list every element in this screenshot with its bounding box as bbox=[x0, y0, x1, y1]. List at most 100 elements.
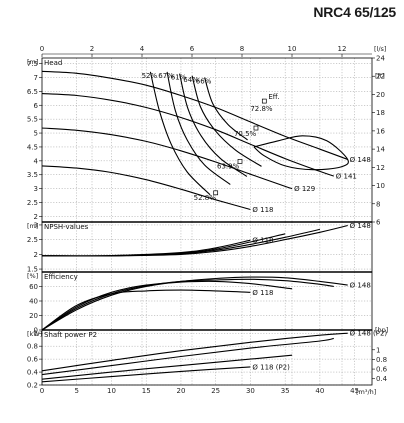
ytick-label: 0.4 bbox=[27, 369, 39, 377]
curve-label: Ø 118 bbox=[252, 237, 273, 245]
bottom-tick-label: 20 bbox=[176, 387, 185, 395]
curve-power-2 bbox=[41, 354, 293, 380]
point-label: 70.5% bbox=[234, 130, 257, 138]
point-label: 63.9% bbox=[217, 162, 240, 170]
ytick-label: 0 bbox=[34, 327, 38, 335]
y2-unit-label: [hp] bbox=[375, 326, 388, 334]
y2tick-label: 0.6 bbox=[376, 366, 388, 374]
curve-efficiency-3 bbox=[41, 289, 251, 331]
eff-line-4 bbox=[204, 77, 248, 141]
ytick-label: 2 bbox=[34, 213, 38, 221]
y-unit-label: [kW] bbox=[27, 330, 42, 338]
top-tick-label: 6 bbox=[190, 45, 195, 53]
ytick-label: 1 bbox=[34, 330, 38, 338]
y2tick-label: 20 bbox=[376, 91, 385, 99]
y2tick-label: 16 bbox=[376, 127, 385, 135]
panel-efficiency: 0 20 40 60 [%] Efficiency Ø 148 Ø 118 bbox=[27, 271, 373, 335]
panel-title-efficiency: Efficiency bbox=[44, 273, 78, 281]
eff-loop bbox=[253, 135, 349, 171]
ytick-label: 40 bbox=[29, 298, 38, 306]
y2tick-label: 0.8 bbox=[376, 356, 387, 364]
curve-efficiency-0 bbox=[41, 276, 348, 331]
ytick-label: 5.5 bbox=[27, 116, 38, 124]
y2tick-label: 0.4 bbox=[376, 375, 388, 383]
eff-line-label: 66% bbox=[196, 77, 212, 85]
point-label: Eff. bbox=[268, 93, 279, 101]
top-tick-label: 12 bbox=[338, 45, 347, 53]
point-label: 52.8% bbox=[194, 194, 217, 202]
y2tick-label: 12 bbox=[376, 164, 385, 172]
ytick-label: 2 bbox=[34, 251, 38, 259]
bottom-axis: 0 5 10 15 20 25 30 35 40 45[m³/h] bbox=[40, 387, 377, 396]
bottom-tick-label: 15 bbox=[142, 387, 151, 395]
curve-efficiency-1 bbox=[41, 278, 334, 331]
bottom-tick-label: 0 bbox=[40, 387, 44, 395]
curve-head-2 bbox=[41, 127, 293, 190]
panel-title-power: Shaft power P2 bbox=[44, 331, 97, 339]
curve-power-3 bbox=[41, 366, 251, 383]
bottom-tick-label: 45 bbox=[350, 387, 359, 395]
eff-line-label: 64% bbox=[183, 76, 199, 84]
curve-label: Ø 148 bbox=[350, 156, 371, 164]
ytick-label: 7 bbox=[34, 74, 38, 82]
ytick-label: 0.8 bbox=[27, 343, 38, 351]
eff-line-label: 52% bbox=[142, 72, 158, 80]
y2tick-label: 18 bbox=[376, 109, 385, 117]
eff-line-label: 67% bbox=[158, 72, 174, 80]
ytick-label: 0.2 bbox=[27, 382, 38, 390]
panel-title-npsh: NPSH-values bbox=[44, 223, 89, 231]
eff-line-label: 61% bbox=[171, 74, 187, 82]
y2tick-label: 10 bbox=[376, 182, 385, 190]
ytick-label: 0.6 bbox=[27, 356, 39, 364]
curve-head-3 bbox=[41, 165, 251, 211]
ytick-label: 3 bbox=[34, 221, 38, 229]
y2tick-label: 1 bbox=[376, 346, 380, 354]
operating-point bbox=[261, 98, 267, 104]
bottom-tick-label: 10 bbox=[107, 387, 116, 395]
point-label: 72.8% bbox=[250, 105, 273, 113]
curve-label: Ø 118 (P2) bbox=[252, 363, 290, 371]
panel-npsh: 1.5 2 2.5 3[m] NPSH-values Ø 148 Ø 118 bbox=[27, 221, 373, 274]
curve-power-1 bbox=[41, 337, 334, 376]
top-tick-label: 2 bbox=[90, 45, 94, 53]
ytick-label: 4.5 bbox=[27, 143, 38, 151]
curve-label: Ø 148 (P2) bbox=[350, 330, 388, 338]
top-tick-label: 8 bbox=[240, 45, 244, 53]
panel-title-head: Head bbox=[44, 59, 62, 67]
bottom-tick-label: 30 bbox=[246, 387, 255, 395]
ytick-label: 2.5 bbox=[27, 236, 38, 244]
bottom-tick-label: 35 bbox=[281, 387, 290, 395]
operating-point bbox=[237, 159, 243, 164]
top-tick-label: 10 bbox=[288, 45, 297, 53]
eff-line-0 bbox=[149, 71, 211, 196]
curve-efficiency-2 bbox=[41, 280, 293, 331]
curve-label: Ø 148 bbox=[350, 222, 371, 230]
curve-head-1 bbox=[41, 93, 334, 177]
eff-line-3 bbox=[191, 75, 262, 167]
eff-line-1 bbox=[166, 71, 231, 185]
y2tick-label: 24 bbox=[376, 55, 385, 63]
y2tick-label: 6 bbox=[376, 219, 381, 227]
curve-label: Ø 129 bbox=[294, 185, 315, 193]
ytick-label: 6 bbox=[34, 102, 39, 110]
y2tick-label: 14 bbox=[376, 146, 385, 154]
ytick-label: 3.5 bbox=[27, 171, 38, 179]
top-tick-label: 4 bbox=[140, 45, 145, 53]
top-axis-unit: [l/s] bbox=[374, 45, 386, 53]
ytick-label: 3 bbox=[34, 185, 38, 193]
y2tick-label: 8 bbox=[376, 200, 380, 208]
ytick-label: 7.5 bbox=[27, 60, 38, 68]
y-unit-label: [%] bbox=[27, 272, 38, 280]
ytick-label: 2.5 bbox=[27, 199, 38, 207]
ytick-label: 4 bbox=[34, 157, 39, 165]
pump-model-title: NRC4 65/125 bbox=[313, 4, 396, 20]
y2-unit-label: [ft] bbox=[375, 72, 385, 80]
bottom-tick-label: 40 bbox=[315, 387, 324, 395]
bottom-tick-label: 25 bbox=[211, 387, 220, 395]
curve-label: Ø 141 bbox=[336, 173, 357, 181]
ytick-label: 1.5 bbox=[27, 266, 38, 274]
ytick-label: 6.5 bbox=[27, 88, 38, 96]
eff-line-2 bbox=[179, 73, 248, 177]
bottom-tick-label: 5 bbox=[75, 387, 79, 395]
y-unit-label: [m] bbox=[27, 222, 38, 230]
